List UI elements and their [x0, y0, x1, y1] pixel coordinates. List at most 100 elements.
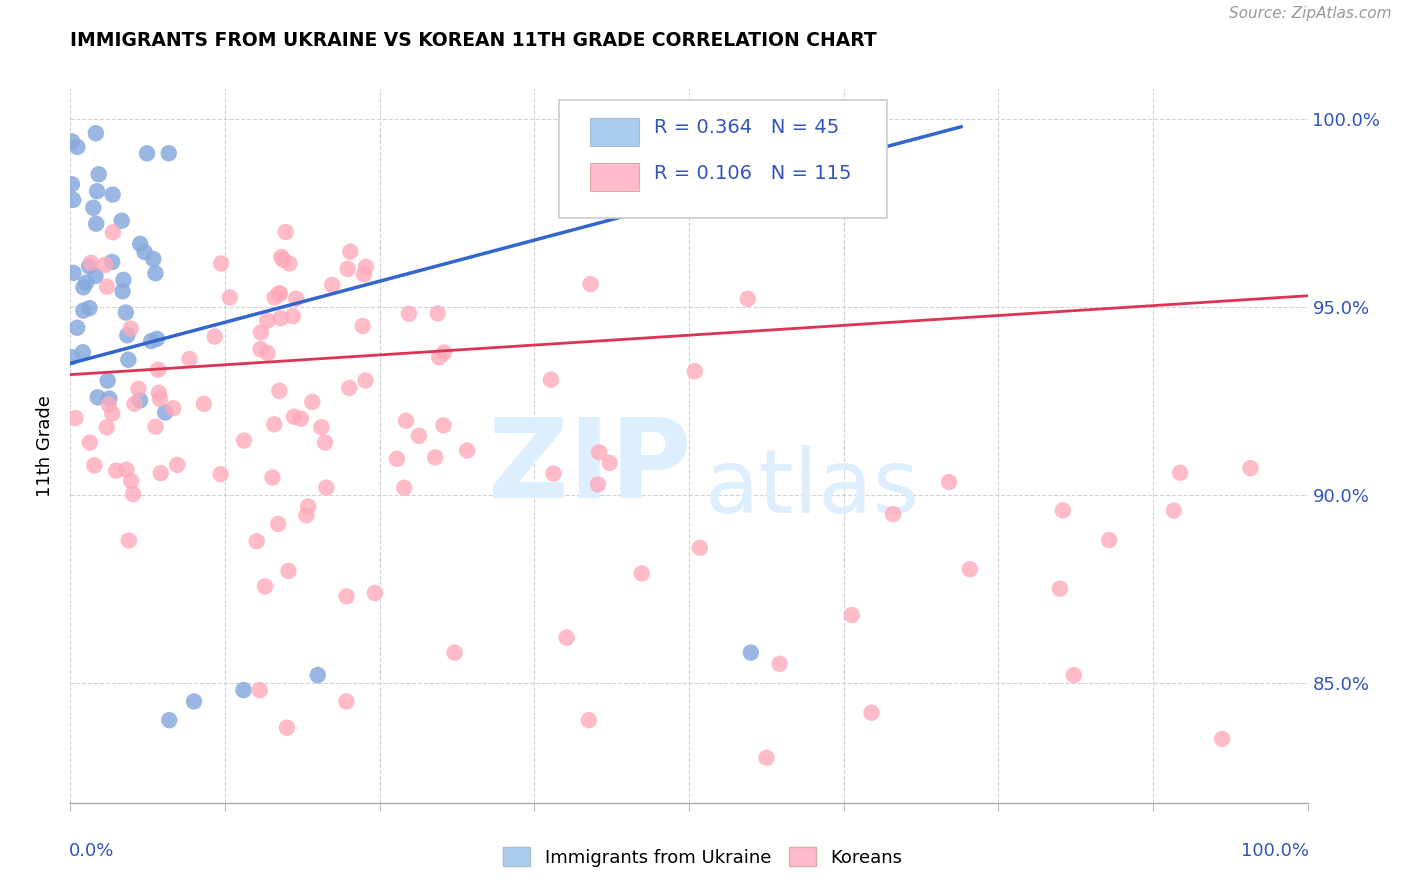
Point [157, 146, 180, 161]
Point [209, 256, 232, 270]
Point [263, 417, 285, 432]
Point [262, 470, 284, 484]
Point [204, 329, 226, 343]
Point [72, 280, 94, 294]
Point [218, 290, 240, 304]
Point [66, 140, 89, 154]
Point [77, 260, 100, 274]
Point [1239, 461, 1261, 475]
Point [84, 217, 107, 231]
Point [79, 435, 101, 450]
Point [72, 303, 94, 318]
Point [277, 564, 299, 578]
Point [408, 429, 430, 443]
Point [427, 351, 450, 365]
Point [87, 167, 110, 181]
Point [321, 277, 343, 292]
Point [860, 706, 883, 720]
Point [96, 420, 118, 434]
Point [75, 276, 97, 290]
Point [129, 393, 152, 408]
Point [337, 381, 360, 395]
Point [301, 395, 323, 409]
FancyBboxPatch shape [591, 118, 640, 146]
Point [111, 285, 134, 299]
Point [285, 292, 308, 306]
Point [117, 352, 139, 367]
Point [283, 409, 305, 424]
Legend: Immigrants from Ukraine, Koreans: Immigrants from Ukraine, Koreans [496, 840, 910, 874]
Point [127, 382, 149, 396]
Point [233, 434, 256, 448]
Point [60, 178, 83, 192]
Point [120, 321, 142, 335]
Point [335, 694, 357, 708]
Point [155, 405, 177, 419]
Point [79, 301, 101, 315]
Point [882, 507, 904, 521]
Point [148, 363, 170, 377]
FancyBboxPatch shape [591, 162, 640, 191]
Point [1063, 668, 1085, 682]
Point [111, 213, 134, 227]
Point [423, 450, 446, 465]
Point [385, 451, 408, 466]
Point [271, 252, 294, 267]
Point [209, 467, 232, 482]
Point [314, 435, 336, 450]
Point [98, 392, 121, 406]
Point [1163, 504, 1185, 518]
Point [84, 268, 107, 283]
Point [1098, 533, 1121, 547]
Y-axis label: 11th Grade: 11th Grade [37, 395, 55, 497]
Point [311, 420, 333, 434]
Point [398, 307, 420, 321]
Point [740, 646, 762, 660]
Point [145, 419, 167, 434]
Point [630, 566, 652, 581]
Point [267, 286, 290, 301]
Point [97, 398, 120, 412]
Point [297, 500, 319, 514]
Point [157, 713, 180, 727]
Point [146, 332, 169, 346]
Point [959, 562, 981, 576]
Point [433, 345, 456, 359]
Text: 0.0%: 0.0% [69, 842, 114, 860]
Point [263, 291, 285, 305]
Point [249, 342, 271, 356]
Point [115, 463, 138, 477]
Point [336, 261, 359, 276]
Point [768, 657, 790, 671]
Point [96, 279, 118, 293]
Point [134, 244, 156, 259]
Point [62, 266, 84, 280]
Point [136, 146, 159, 161]
Point [269, 286, 291, 301]
Point [65, 411, 87, 425]
Point [66, 320, 89, 334]
Point [97, 374, 120, 388]
Point [162, 401, 184, 416]
Point [1168, 466, 1191, 480]
Point [232, 683, 254, 698]
Point [426, 306, 449, 320]
Point [101, 187, 124, 202]
Point [586, 477, 609, 491]
Point [588, 445, 610, 459]
Point [578, 713, 600, 727]
Point [392, 481, 415, 495]
Point [115, 305, 138, 319]
Point [72, 345, 94, 359]
Point [256, 346, 278, 360]
Point [432, 418, 454, 433]
Point [352, 318, 374, 333]
Point [938, 475, 960, 489]
Point [456, 443, 478, 458]
Point [112, 273, 135, 287]
Point [84, 126, 107, 140]
Point [307, 668, 329, 682]
Point [117, 328, 139, 343]
Point [683, 364, 706, 378]
Text: Source: ZipAtlas.com: Source: ZipAtlas.com [1229, 6, 1392, 21]
